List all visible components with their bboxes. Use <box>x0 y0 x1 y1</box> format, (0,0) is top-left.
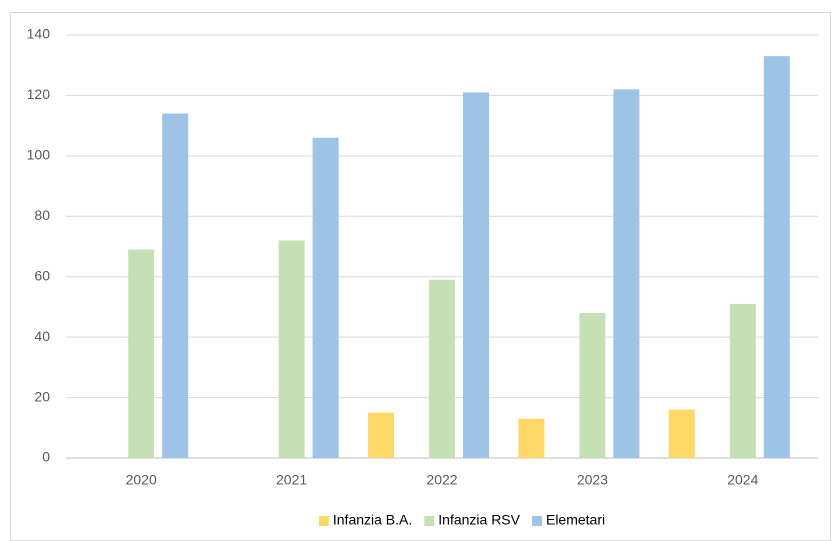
y-tick-label: 80 <box>34 207 50 223</box>
bar <box>312 137 339 458</box>
bar <box>162 113 189 459</box>
legend-swatch <box>318 516 329 526</box>
y-tick-label: 100 <box>27 147 51 163</box>
y-tick-label: 40 <box>34 328 50 344</box>
bar <box>368 412 394 458</box>
x-tick-label: 2021 <box>276 472 307 488</box>
x-tick-label: 2024 <box>727 472 758 488</box>
x-tick-label: 2023 <box>577 472 608 488</box>
x-tick-label: 2020 <box>126 472 157 488</box>
bar <box>278 240 305 458</box>
bar <box>579 312 606 458</box>
y-tick-label: 140 <box>27 26 51 42</box>
legend-label: Infanzia B.A. <box>333 512 412 528</box>
legend-swatch <box>424 516 435 526</box>
x-tick-label: 2022 <box>426 472 457 488</box>
legend-label: Infanzia RSV <box>438 512 520 528</box>
y-tick-label: 20 <box>34 388 50 404</box>
y-tick-label: 60 <box>34 267 50 283</box>
legend-swatch <box>531 516 542 526</box>
bar <box>429 279 455 458</box>
legend-label: Elemetari <box>546 512 605 528</box>
bar <box>729 303 756 458</box>
bar <box>463 92 489 459</box>
bar <box>128 249 155 458</box>
y-tick-label: 0 <box>42 449 50 465</box>
bar <box>763 56 790 459</box>
bar <box>518 418 545 458</box>
bar <box>668 409 695 458</box>
bar <box>613 89 640 458</box>
y-tick-label: 120 <box>27 86 51 102</box>
